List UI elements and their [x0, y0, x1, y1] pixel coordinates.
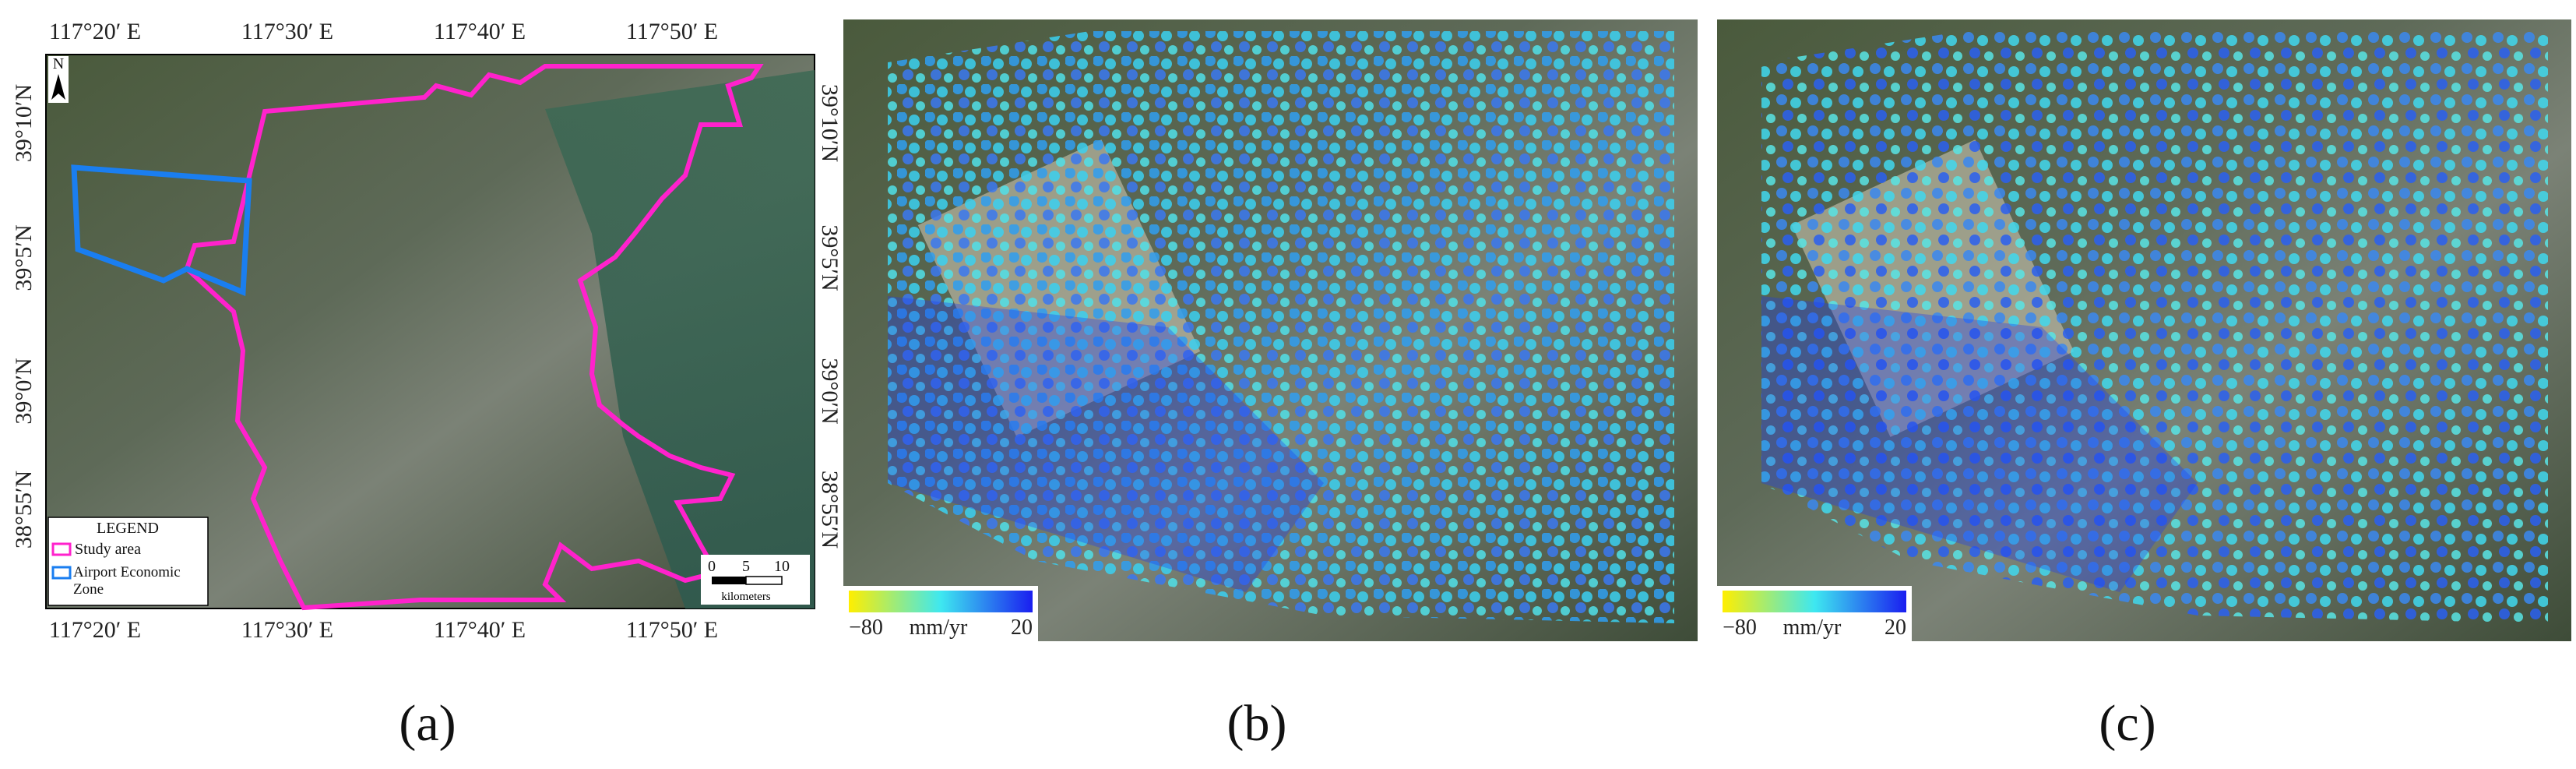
colorbar-max: 20 — [1011, 616, 1033, 640]
lat-label: 39°10′N — [817, 84, 843, 162]
colorbar-unit: mm/yr — [1783, 616, 1842, 640]
sea — [545, 70, 815, 608]
subsidence-zone — [1761, 296, 2198, 592]
lon-label: 117°50′ E — [626, 19, 718, 44]
panel-c: −80 mm/yr 20 (c) — [1717, 19, 2571, 752]
lon-label: 117°20′ E — [49, 617, 141, 643]
study-area-boundary — [184, 64, 764, 611]
scale-tick: 10 — [774, 558, 790, 575]
legend-title: LEGEND — [97, 520, 159, 537]
lon-label: 117°40′ E — [434, 617, 526, 643]
legend-item: Airport Economic Zone — [73, 564, 181, 598]
scale-bar: 0 5 10 kilometers — [701, 555, 810, 605]
scale-tick: 0 — [708, 558, 716, 575]
legend-item: Study area — [75, 541, 141, 558]
lon-label: 117°30′ E — [241, 617, 333, 643]
deformation-points — [1761, 31, 2548, 623]
north-arrow: N — [48, 55, 69, 103]
legend: LEGEND Study area Airport Economic Zone — [48, 517, 209, 606]
scale-unit: kilometers — [721, 591, 770, 603]
lat-label: 39°5′N — [817, 224, 843, 291]
panel-b: −80 mm/yr 20 (b) — [843, 19, 1698, 752]
lon-label: 117°30′ E — [241, 19, 333, 44]
colorbar-unit: mm/yr — [910, 616, 968, 640]
colorbar: −80 mm/yr 20 — [843, 586, 1038, 641]
lat-label: 39°0′N — [11, 358, 37, 424]
airport-zone-boundary — [71, 164, 252, 297]
colorbar-min: −80 — [849, 616, 883, 640]
lat-label: 38°55′N — [817, 471, 843, 549]
panel-label: (a) — [399, 695, 456, 752]
panel-label: (b) — [1227, 695, 1287, 752]
north-label: N — [53, 55, 64, 72]
lat-label: 39°10′N — [11, 84, 37, 162]
colorbar-min: −80 — [1723, 616, 1757, 640]
colorbar: −80 mm/yr 20 — [1717, 586, 1912, 641]
lon-label: 117°40′ E — [434, 19, 526, 44]
lon-label: 117°50′ E — [626, 617, 718, 643]
lat-label: 39°5′N — [11, 224, 37, 291]
deformation-points — [888, 31, 1674, 623]
lon-label: 117°20′ E — [49, 19, 141, 44]
colorbar-max: 20 — [1884, 616, 1906, 640]
lat-label: 39°0′N — [817, 358, 843, 424]
scale-tick: 5 — [742, 558, 750, 575]
subsidence-zone — [888, 296, 1324, 592]
panel-label: (c) — [2099, 695, 2155, 752]
panel-a: N LEGEND Study area Airport Economic Zon… — [11, 19, 843, 752]
lat-label: 38°55′N — [11, 471, 37, 549]
